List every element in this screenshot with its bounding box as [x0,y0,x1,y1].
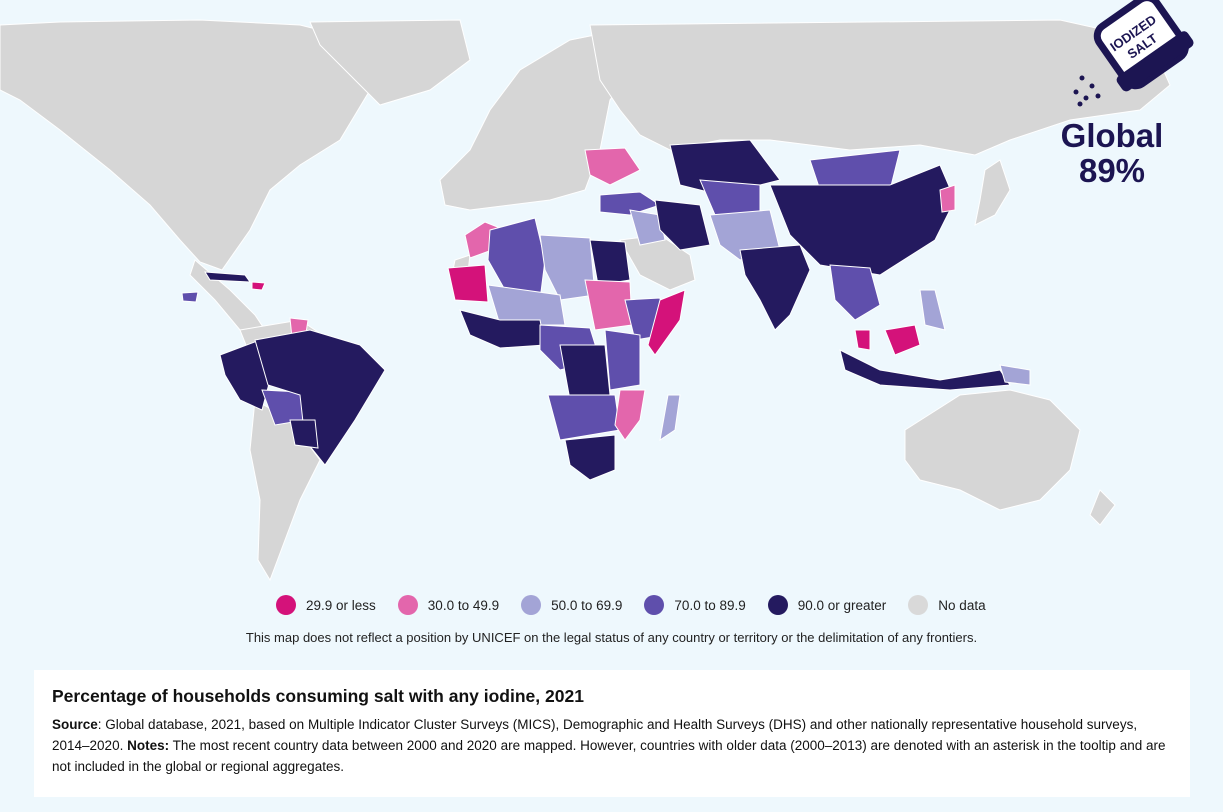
country-somalia [647,289,686,356]
region-greenland [309,19,471,106]
info-title: Percentage of households consuming salt … [52,686,584,706]
country-east-africa [604,329,641,391]
africa-countries [447,217,686,481]
legend-swatch [397,595,418,615]
country-ukraine [584,147,641,186]
info-box: Percentage of households consuming salt … [34,670,1190,797]
legend-item: 50.0 to 69.9 [521,595,622,615]
country-mozambique [614,389,646,441]
legend-swatch [276,595,296,615]
legend-label: 29.9 or less [306,597,376,613]
country-malaysia [854,329,871,351]
legend-item: 90.0 or greater [767,595,887,615]
country-iran [654,199,711,251]
country-southeast-asia [829,264,881,321]
iodized-salt-badge: IODIZED SALT [1070,0,1210,110]
country-borneo [884,324,921,356]
notes-label: Notes: [127,738,170,753]
legend-label: 70.0 to 89.9 [674,597,746,613]
world-map [0,19,1171,582]
global-value: 89% [1078,152,1146,189]
legend-label: 30.0 to 49.9 [427,597,500,613]
country-india [739,244,811,331]
legend-label: No data [938,597,986,613]
legend-swatch [908,595,929,615]
legend-swatch [644,595,665,615]
map-disclaimer: This map does not reflect a position by … [245,630,978,645]
country-turkey-caucasus [599,191,662,216]
country-libya [539,234,596,301]
country-north-korea [939,184,956,213]
americas-countries [181,271,386,466]
source-text: : Global database, 2021, based on Multip… [52,717,1138,753]
country-guatemala-honduras [181,291,199,303]
legend-item: 70.0 to 89.9 [644,595,746,615]
notes-text: The most recent country data between 200… [52,738,1166,774]
map-legend: 29.9 or less 30.0 to 49.9 50.0 to 69.9 70.0… [276,592,1008,618]
asia-countries [584,139,1031,391]
region-north-america [0,19,371,271]
legend-item: No data [908,595,986,615]
country-paraguay [289,419,319,449]
country-cuba [204,271,252,283]
legend-swatch [521,595,542,615]
global-stat: Global 89% [1050,118,1174,188]
legend-item: 29.9 or less [276,595,376,615]
country-egypt [589,239,631,286]
region-australia [904,389,1081,511]
country-madagascar [659,394,681,442]
legend-label: 90.0 or greater [797,597,887,613]
source-label: Source [52,717,98,732]
country-haiti [251,281,266,291]
legend-item: 30.0 to 49.9 [397,595,500,615]
salt-shaker-icon [1073,0,1194,107]
legend-label: 50.0 to 69.9 [551,597,623,613]
info-text: Source: Global database, 2021, based on … [52,714,1172,777]
global-label: Global [1060,117,1164,154]
country-indonesia [839,349,1011,391]
country-papua [999,364,1031,386]
country-mauritania [447,264,489,303]
map-svg [0,19,1171,582]
country-brazil [254,329,386,466]
country-mali-niger [487,284,566,326]
legend-swatch [767,595,788,615]
region-new-zealand [1089,489,1116,526]
region-japan [974,159,1011,226]
country-south-africa [564,434,616,481]
country-middle-east [629,209,666,246]
country-philippines [919,289,946,331]
